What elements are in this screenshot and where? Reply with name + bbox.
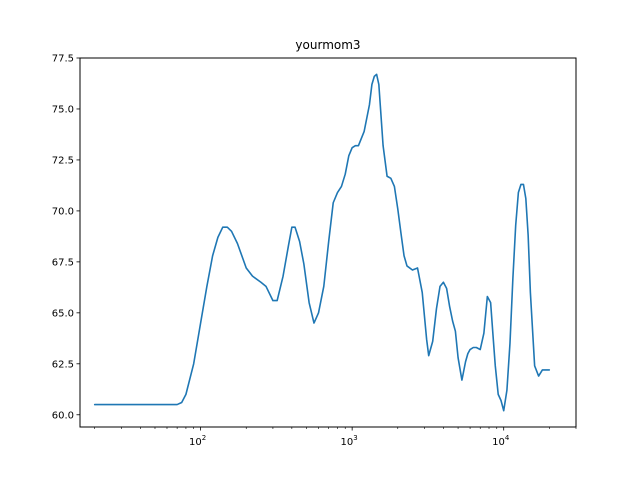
chart-title: yourmom3 xyxy=(295,38,360,52)
x-tick-label-base: 10 xyxy=(341,437,354,448)
y-tick-label: 70.0 xyxy=(52,206,74,217)
series-line xyxy=(93,73,551,412)
plot-frame xyxy=(79,57,577,428)
x-tick-label: 102 xyxy=(189,434,206,448)
y-tick-label: 77.5 xyxy=(52,54,74,65)
plot-layer xyxy=(93,73,551,412)
x-tick-label: 103 xyxy=(341,434,358,448)
x-tick-label-exponent: 4 xyxy=(505,434,510,442)
x-tick-label: 104 xyxy=(492,434,510,448)
x-tick-label-base: 10 xyxy=(492,437,505,448)
y-tick-label: 75.0 xyxy=(52,104,74,115)
x-tick-label-base: 10 xyxy=(189,437,202,448)
x-tick-label-exponent: 2 xyxy=(202,434,206,442)
y-tick-label: 65.0 xyxy=(52,308,74,319)
y-tick-label: 60.0 xyxy=(52,410,74,421)
y-tick-label: 62.5 xyxy=(52,359,74,370)
y-tick-label: 72.5 xyxy=(52,155,74,166)
y-tick-label: 67.5 xyxy=(52,257,74,268)
x-tick-label-exponent: 3 xyxy=(353,434,357,442)
